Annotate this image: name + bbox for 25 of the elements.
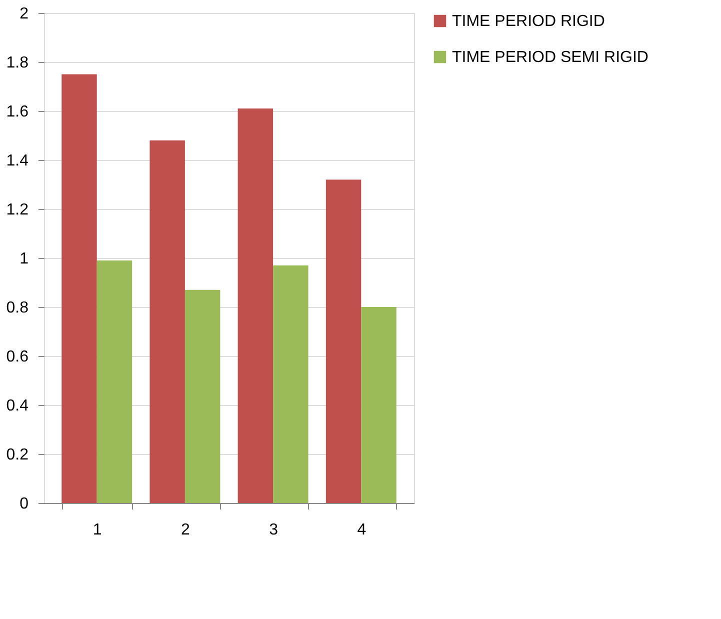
y-tick-label: 0 (20, 496, 29, 512)
x-tick-label: 2 (181, 522, 190, 538)
bar (150, 140, 185, 503)
x-tick-label: 3 (269, 522, 278, 538)
y-tick-label: 1.8 (6, 54, 29, 72)
bar (184, 290, 220, 503)
y-tick-label: 0.2 (6, 446, 29, 464)
bar (326, 180, 362, 503)
x-tick-label: 1 (92, 522, 102, 538)
bar (96, 260, 132, 503)
y-tick-label: 1 (20, 250, 29, 268)
y-tick-label: 1.4 (6, 152, 29, 170)
y-tick-label: 1.6 (6, 104, 29, 120)
y-tick-label: 0.6 (6, 348, 29, 366)
legend-label: TIME PERIOD RIGID (452, 13, 605, 30)
y-tick-label: 0.8 (6, 300, 29, 316)
bar (238, 108, 274, 503)
bar (361, 307, 396, 503)
y-tick-label: 2 (20, 6, 29, 22)
x-tick-label: 4 (357, 522, 366, 538)
bar (62, 74, 97, 503)
legend-label: TIME PERIOD SEMI RIGID (452, 49, 648, 66)
bar (273, 265, 308, 503)
y-tick-label: 1.2 (6, 202, 29, 218)
y-tick-label: 0.4 (6, 398, 29, 414)
